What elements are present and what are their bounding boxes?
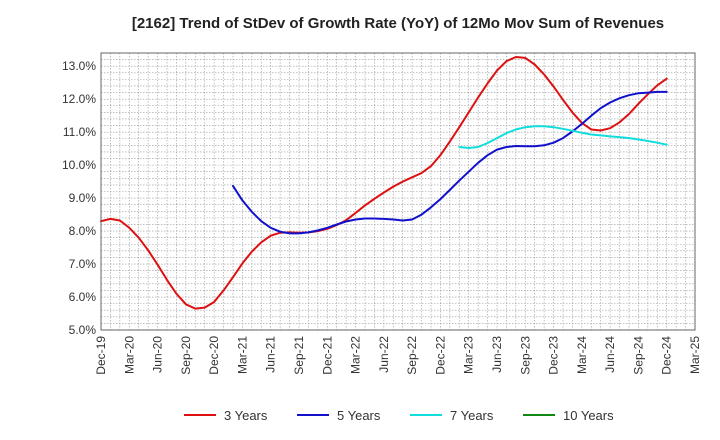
- x-tick-label: Mar-24: [575, 336, 589, 374]
- y-tick-label: 8.0%: [69, 224, 97, 238]
- x-tick-label: Dec-21: [320, 336, 334, 375]
- series-line-7-years: [458, 125, 668, 149]
- x-tick-label: Jun-21: [264, 336, 278, 373]
- x-tick-label: Dec-20: [207, 336, 221, 375]
- legend-label: 10 Years: [563, 408, 614, 423]
- x-tick-label: Jun-20: [151, 336, 165, 373]
- x-tick-label: Mar-20: [122, 336, 136, 374]
- y-tick-label: 7.0%: [69, 257, 97, 271]
- series-line-3-years: [100, 56, 668, 310]
- legend: 3 Years 5 Years 7 Years 10 Years: [184, 408, 614, 423]
- legend-label: 3 Years: [224, 408, 268, 423]
- y-tick-label: 11.0%: [63, 125, 96, 139]
- series-line-5-years: [232, 90, 668, 235]
- plot-area: [100, 52, 696, 331]
- x-tick-label: Dec-19: [94, 336, 108, 375]
- x-axis-tick-labels: Dec-19 Mar-20 Jun-20 Sep-20 Dec-20 Mar-21 Jun-…: [94, 336, 702, 375]
- x-tick-label: Jun-22: [377, 336, 391, 373]
- x-tick-label: Jun-24: [603, 336, 617, 373]
- y-tick-label: 13.0%: [62, 59, 96, 73]
- y-tick-label: 10.0%: [62, 158, 96, 172]
- y-tick-label: 9.0%: [69, 191, 97, 205]
- series-layer: [100, 56, 668, 310]
- x-tick-label: Mar-23: [462, 336, 476, 374]
- x-tick-label: Dec-24: [660, 336, 674, 375]
- y-tick-label: 5.0%: [69, 323, 97, 337]
- x-tick-label: Mar-22: [349, 336, 363, 374]
- plot-frame: [100, 52, 696, 331]
- y-tick-label: 12.0%: [62, 92, 96, 106]
- x-tick-label: Sep-22: [405, 336, 419, 375]
- x-tick-label: Sep-20: [179, 336, 193, 375]
- y-axis-tick-labels: 5.0% 6.0% 7.0% 8.0% 9.0% 10.0% 11.0% 12.0% 13.0%: [62, 59, 96, 337]
- y-tick-label: 6.0%: [69, 290, 97, 304]
- legend-label: 7 Years: [450, 408, 494, 423]
- legend-label: 5 Years: [337, 408, 381, 423]
- x-tick-label: Dec-22: [433, 336, 447, 375]
- x-tick-label: Sep-21: [292, 336, 306, 375]
- x-tick-label: Mar-25: [688, 336, 702, 374]
- x-tick-label: Mar-21: [235, 336, 249, 374]
- chart-title: [2162] Trend of StDev of Growth Rate (Yo…: [132, 15, 664, 32]
- x-tick-label: Jun-23: [490, 336, 504, 373]
- x-tick-label: Sep-23: [518, 336, 532, 375]
- x-tick-label: Dec-23: [547, 336, 561, 375]
- grid-lines: [100, 52, 696, 331]
- x-tick-label: Sep-24: [631, 336, 645, 375]
